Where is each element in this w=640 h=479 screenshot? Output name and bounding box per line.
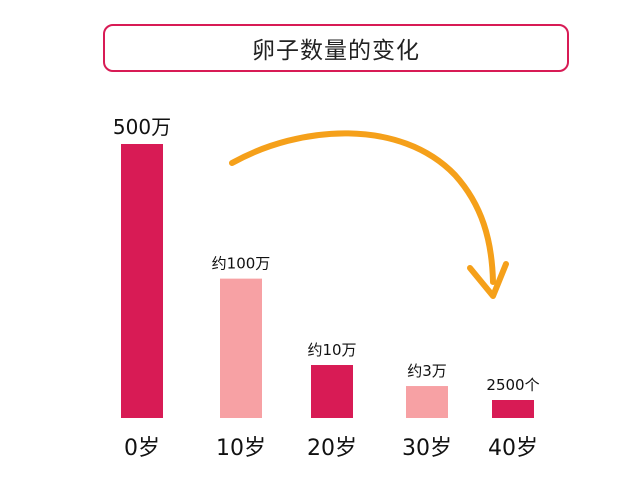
data-label-3: 约3万 (407, 362, 447, 380)
bar-3 (406, 386, 448, 418)
decrease-arrow (229, 130, 509, 299)
chart-title: 卵子数量的变化 (252, 38, 420, 64)
bars-group (121, 144, 534, 418)
chart-title-box: 卵子数量的变化 (103, 24, 569, 72)
data-label-2: 约10万 (307, 341, 356, 359)
bar-1 (220, 278, 262, 418)
category-label-4: 40岁 (488, 436, 538, 461)
data-label-0: 500万 (113, 115, 171, 139)
data-label-1: 约100万 (212, 255, 271, 273)
category-label-1: 10岁 (216, 436, 266, 461)
bar-4 (492, 400, 534, 418)
category-label-0: 0岁 (124, 436, 160, 461)
bar-0 (121, 144, 163, 418)
data-label-4: 2500个 (486, 376, 539, 394)
category-labels-group: 0岁 10岁 20岁 30岁 40岁 (124, 436, 538, 461)
category-label-2: 20岁 (307, 436, 357, 461)
decrease-arrow-head (467, 261, 509, 299)
bar-2 (311, 365, 353, 418)
category-label-3: 30岁 (402, 436, 452, 461)
decrease-arrow-curve (229, 130, 496, 285)
